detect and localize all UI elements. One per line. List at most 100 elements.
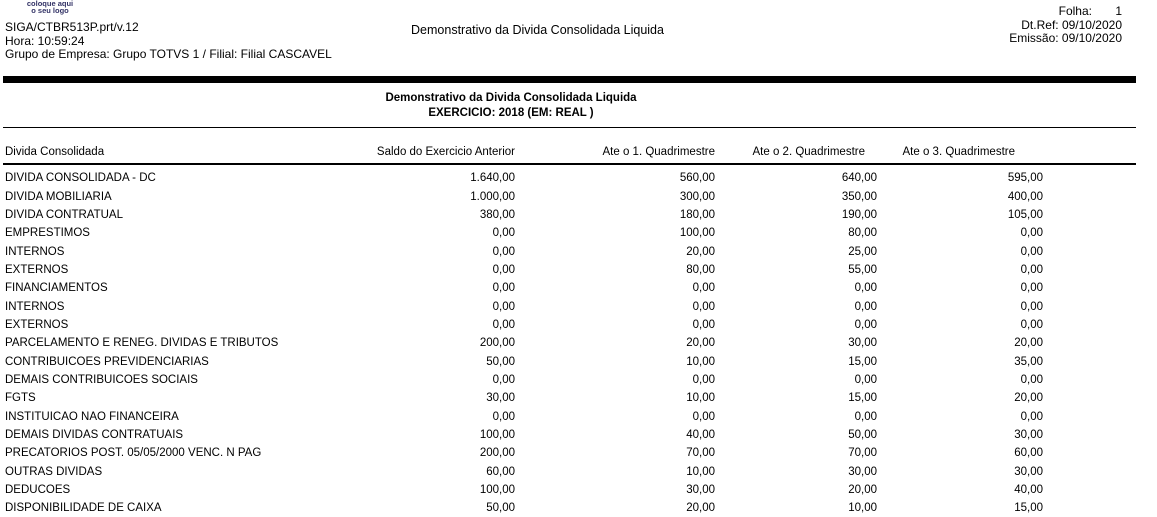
table-row: DISPONIBILIDADE DE CAIXA 50,00 20,00 10,00 1…: [0, 499, 1136, 517]
row-value: 1.640,00: [470, 172, 515, 185]
company-branch: Grupo de Empresa: Grupo TOTVS 1 / Filial…: [5, 47, 332, 61]
row-label: INTERNOS: [5, 300, 65, 313]
row-value: 0,00: [1020, 282, 1043, 295]
header-thick-rule: [3, 76, 1136, 83]
table-row: EMPRESTIMOS 0,00 100,00 80,00 0,00: [0, 224, 1136, 242]
row-value: 0,00: [692, 318, 715, 331]
row-value: 300,00: [679, 190, 715, 203]
report-table-body: DIVIDA CONSOLIDADA - DC 1.640,00 560,00 640…: [0, 169, 1136, 517]
row-value: 400,00: [1007, 190, 1043, 203]
row-value: 80,00: [686, 263, 715, 276]
row-value: 0,00: [1020, 227, 1043, 240]
row-value: 0,00: [854, 300, 877, 313]
column-header-quadrimestre-2: Ate o 2. Quadrimestre: [752, 146, 866, 158]
table-row: EXTERNOS 0,00 80,00 55,00 0,00: [0, 261, 1136, 279]
print-time: Hora: 10:59:24: [5, 33, 85, 48]
table-row: PRECATORIOS POST. 05/05/2000 VENC. N PAG…: [0, 444, 1136, 462]
header-right-block: Folha: 1 Dt.Ref: 09/10/2020 Emissão: 09/1…: [0, 4, 1122, 46]
logo-placeholder: coloque aqui o seu logo: [10, 0, 90, 14]
row-value: 0,00: [854, 373, 877, 386]
reference-date: Dt.Ref: 09/10/2020: [1021, 17, 1122, 32]
row-value: 380,00: [479, 208, 515, 221]
row-value: 20,00: [686, 502, 715, 515]
row-value: 50,00: [486, 355, 515, 368]
row-label: EXTERNOS: [5, 263, 69, 276]
table-row: OUTRAS DIVIDAS 60,00 10,00 30,00 30,00: [0, 463, 1136, 481]
table-row: DEDUCOES 100,00 30,00 20,00 40,00: [0, 481, 1136, 499]
row-value: 15,00: [1014, 502, 1043, 515]
row-value: 20,00: [686, 245, 715, 258]
row-value: 560,00: [679, 172, 715, 185]
row-value: 20,00: [848, 484, 877, 497]
table-row: EXTERNOS 0,00 0,00 0,00 0,00: [0, 316, 1136, 334]
row-value: 15,00: [848, 355, 877, 368]
row-value: 0,00: [492, 227, 515, 240]
table-row: FGTS 30,00 10,00 15,00 20,00: [0, 389, 1136, 407]
row-value: 0,00: [492, 300, 515, 313]
row-value: 0,00: [1020, 300, 1043, 313]
page-number-value: 1: [1115, 4, 1122, 18]
row-value: 640,00: [841, 172, 877, 185]
row-label: DEDUCOES: [5, 484, 71, 497]
row-value: 70,00: [848, 447, 877, 460]
column-header-quadrimestre-3: Ate o 3. Quadrimestre: [902, 146, 1016, 158]
row-value: 200,00: [479, 337, 515, 350]
table-row: DEMAIS DIVIDAS CONTRATUAIS 100,00 40,00 50,…: [0, 426, 1136, 444]
table-row: INTERNOS 0,00 20,00 25,00 0,00: [0, 242, 1136, 260]
row-value: 0,00: [692, 373, 715, 386]
row-label: EXTERNOS: [5, 318, 69, 331]
row-value: 0,00: [1020, 373, 1043, 386]
column-header-divida-consolidada: Divida Consolidada: [5, 146, 105, 158]
row-value: 50,00: [486, 502, 515, 515]
row-value: 0,00: [492, 373, 515, 386]
row-value: 30,00: [686, 484, 715, 497]
row-value: 190,00: [841, 208, 877, 221]
program-id: SIGA/CTBR513P.prt/v.12: [5, 20, 139, 34]
table-row: FINANCIAMENTOS 0,00 0,00 0,00 0,00: [0, 279, 1136, 297]
section-title: Demonstrativo da Divida Consolidada Liqu…: [385, 92, 637, 104]
row-value: 30,00: [1014, 465, 1043, 478]
section-title-block: Demonstrativo da Divida Consolidada Liqu…: [0, 91, 1022, 121]
row-value: 35,00: [1014, 355, 1043, 368]
row-value: 1.000,00: [470, 190, 515, 203]
row-label: INSTITUICAO NAO FINANCEIRA: [5, 410, 179, 423]
row-value: 20,00: [1014, 337, 1043, 350]
row-value: 0,00: [854, 410, 877, 423]
section-subtitle: EXERCICIO: 2018 (EM: REAL ): [428, 107, 594, 119]
row-value: 60,00: [486, 465, 515, 478]
row-value: 30,00: [848, 465, 877, 478]
row-value: 30,00: [486, 392, 515, 405]
row-value: 0,00: [492, 263, 515, 276]
row-label: DISPONIBILIDADE DE CAIXA: [5, 502, 162, 515]
table-row: DEMAIS CONTRIBUICOES SOCIAIS 0,00 0,00 0,00…: [0, 371, 1136, 389]
row-value: 40,00: [1014, 484, 1043, 497]
row-value: 595,00: [1007, 172, 1043, 185]
row-value: 0,00: [1020, 318, 1043, 331]
table-header-row: Divida Consolidada Saldo do Exercicio An…: [0, 143, 1136, 161]
row-value: 80,00: [848, 227, 877, 240]
row-value: 30,00: [848, 337, 877, 350]
table-row: CONTRIBUICOES PREVIDENCIARIAS 50,00 10,00 1…: [0, 352, 1136, 370]
logo-placeholder-line1: coloque aqui: [26, 0, 74, 8]
row-value: 10,00: [686, 392, 715, 405]
page-number-line: Folha: 1: [0, 4, 1122, 19]
row-value: 70,00: [686, 447, 715, 460]
row-label: DEMAIS DIVIDAS CONTRATUAIS: [5, 428, 184, 441]
row-value: 0,00: [492, 282, 515, 295]
row-label: OUTRAS DIVIDAS: [5, 465, 103, 478]
row-value: 30,00: [1014, 428, 1043, 441]
row-label: FGTS: [5, 392, 36, 405]
logo-placeholder-line2: o seu logo: [31, 6, 69, 15]
row-label: DIVIDA MOBILIARIA: [5, 190, 112, 203]
row-value: 350,00: [841, 190, 877, 203]
table-row: INSTITUICAO NAO FINANCEIRA 0,00 0,00 0,00 0,…: [0, 407, 1136, 425]
column-header-saldo-anterior: Saldo do Exercicio Anterior: [376, 146, 515, 158]
table-top-rule: [3, 127, 1136, 128]
row-value: 55,00: [848, 263, 877, 276]
table-row: DIVIDA MOBILIARIA 1.000,00 300,00 350,00 400…: [0, 187, 1136, 205]
row-value: 100,00: [679, 227, 715, 240]
report-title-header: Demonstrativo da Divida Consolidada Liqu…: [411, 23, 664, 37]
row-value: 200,00: [479, 447, 515, 460]
row-value: 0,00: [492, 245, 515, 258]
